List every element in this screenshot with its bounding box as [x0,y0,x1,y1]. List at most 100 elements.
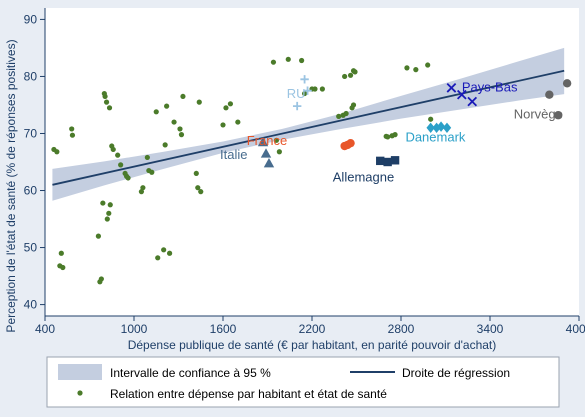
scatter-point [404,65,410,71]
country-marker-ru [303,86,312,95]
scatter-point [69,132,76,138]
scatter-point [102,93,108,100]
country-label-pays-bas: Pays-Bas [462,79,518,94]
scatter-point [342,73,348,80]
x-axis-title: Dépense publique de santé (€ par habitan… [128,338,497,352]
country-marker-italie [263,157,275,168]
scatter-point [273,137,279,143]
scatter-point [171,119,177,125]
scatter-point [153,109,159,115]
scatter-point [180,93,186,100]
x-tick-label: 4000 [566,322,585,336]
x-tick-label: 1600 [210,322,237,336]
y-axis-title: Perception de l'état de santé (% de répo… [4,39,18,332]
scatter-point [299,57,305,64]
legend-swatch-points [77,390,83,396]
scatter-point [319,86,325,92]
scatter-point [198,189,204,195]
scatter-point [177,126,183,132]
scatter-point [144,154,150,161]
country-marker-danemark [426,122,435,133]
scatter-point [161,247,167,253]
legend-box [46,356,560,408]
scatter-point [106,105,113,111]
scatter-point [270,59,277,65]
scatter-point [125,175,131,181]
country-marker-allemagne [383,157,392,167]
country-label-italie: Italie [220,147,247,162]
legend-label-regression: Droite de régression [402,366,510,380]
country-marker-ru [292,101,302,111]
scatter-point [106,210,112,216]
legend: Intervalle de confiance à 95 % Droite de… [46,356,560,408]
country-marker-italie [260,148,272,158]
scatter-point [347,72,354,78]
scatter-point [276,149,282,155]
country-label-norvege: Norvège [514,107,563,122]
scatter-point [178,132,185,138]
scatter-point [140,185,146,191]
country-label-ru: RU [287,86,306,101]
scatter-point [350,102,357,108]
scatter-point [162,142,168,148]
country-marker-norvege [554,111,563,120]
country-label-allemagne: Allemagne [333,169,394,184]
y-tick-label: 90 [24,12,38,26]
scatter-point [223,105,229,111]
y-tick-label: 80 [24,69,38,83]
scatter-point [95,233,101,239]
scatter-point [428,116,434,122]
country-marker-italie [257,136,269,147]
y-tick-label: 50 [24,241,38,255]
scatter-point [54,149,60,155]
scatter-point [343,110,349,117]
scatter-point [196,99,202,105]
country-marker-danemark [436,121,446,132]
country-label-france: France [247,133,287,148]
country-marker-norvege [562,79,572,88]
scatter-point [336,113,342,119]
scatter-point [100,200,106,206]
scatter-point [227,101,234,107]
scatter-point [110,146,116,153]
scatter-point [149,169,155,175]
scatter-point [138,189,145,195]
regression-line [52,69,565,186]
legend-label-ci: Intervalle de confiance à 95 % [110,366,271,380]
scatter-point [392,132,398,138]
scatter-point [115,152,121,158]
country-marker-norvege [545,90,554,99]
scatter-point [118,162,124,168]
y-tick-label: 60 [24,184,38,198]
x-tick-label: 2800 [388,322,415,336]
scatter-point [312,86,318,92]
scatter-point [425,62,431,68]
scatter-point [167,250,173,256]
country-marker-pays-bas [467,96,478,107]
country-marker-france [346,138,355,148]
x-tick-label: 2200 [299,322,326,336]
scatter-point [413,67,419,73]
x-tick-label: 3400 [477,322,504,336]
scatter-point [164,103,170,109]
scatter-point [60,264,66,271]
country-marker-allemagne [390,156,400,165]
scatter-point [220,122,226,128]
scatter-point [235,119,241,125]
scatter-point [98,276,104,282]
scatter-point [385,134,391,140]
scatter-point [58,250,64,256]
country-marker-pays-bas [446,83,457,93]
y-tick-label: 70 [24,126,38,140]
country-label-danemark: Danemark [405,129,465,144]
x-tick-label: 400 [35,322,55,336]
scatter-point [193,170,199,177]
legend-label-points: Relation entre dépense par habitant et é… [110,387,387,401]
scatter-point [107,202,113,208]
country-marker-pays-bas [456,89,467,100]
scatter-point [352,69,358,75]
x-tick-label: 1000 [121,322,148,336]
legend-swatch-ci [58,364,102,380]
scatter-point [195,185,201,191]
